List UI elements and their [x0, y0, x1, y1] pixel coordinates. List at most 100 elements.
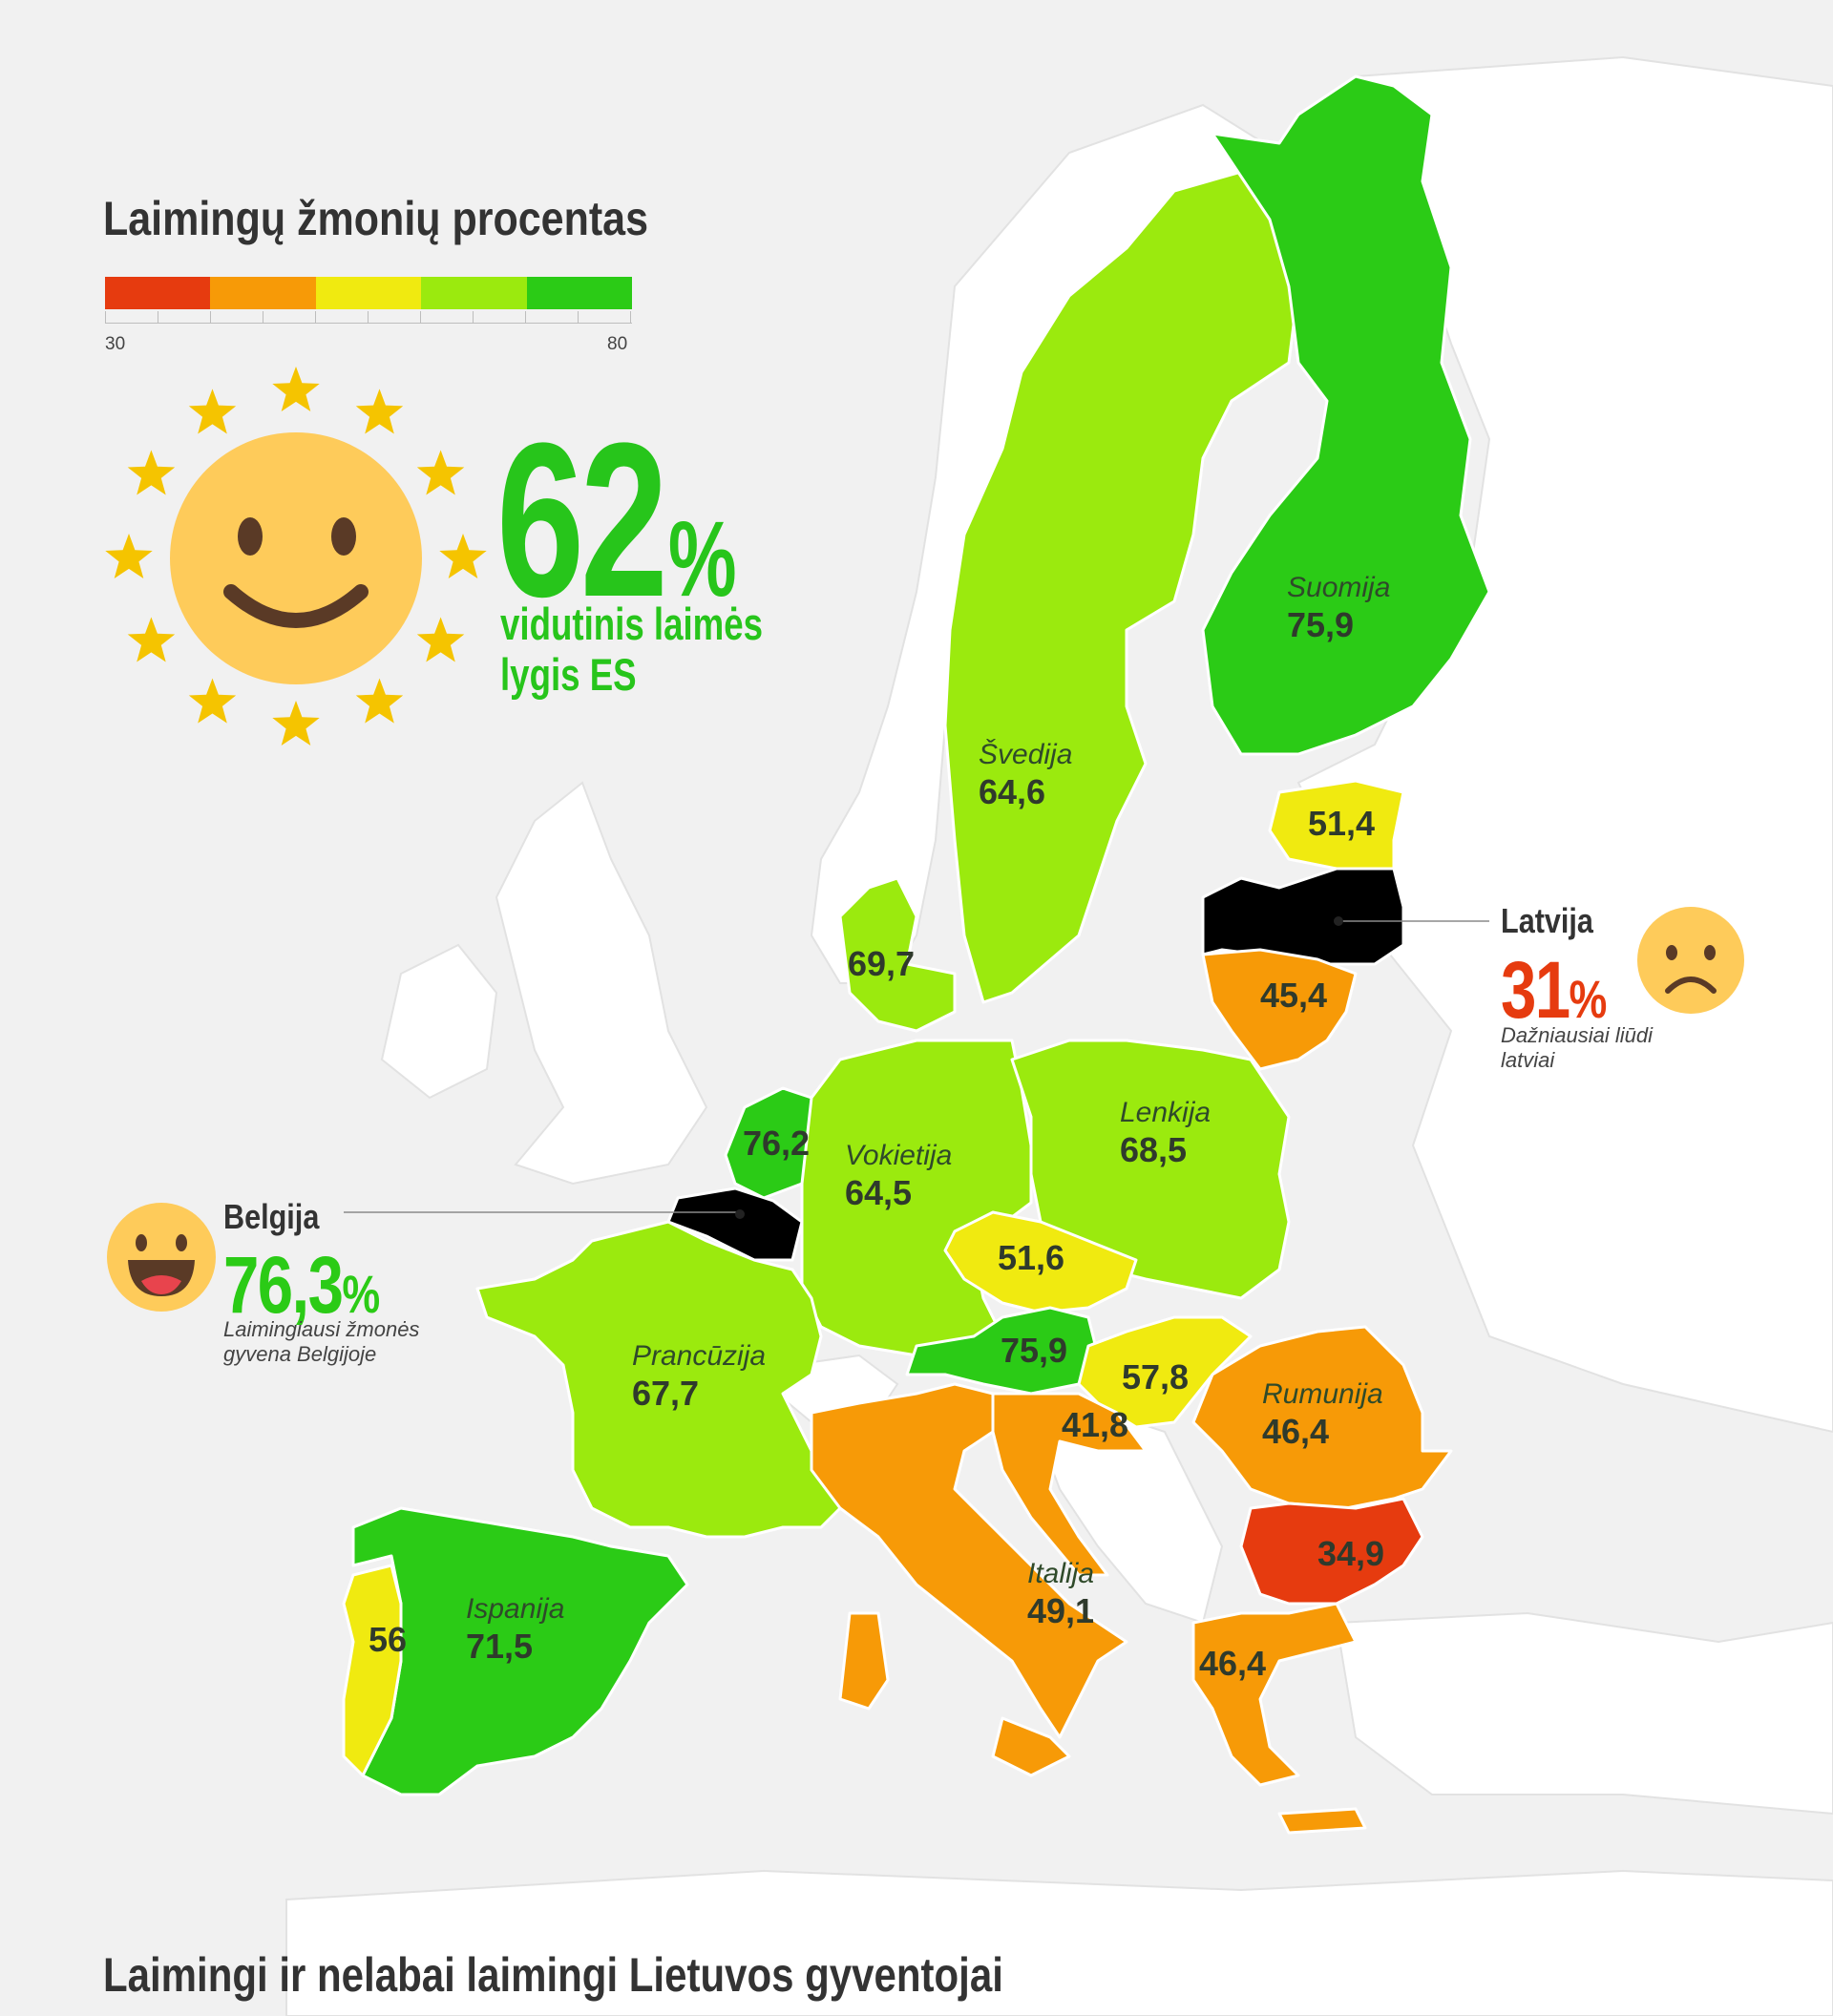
country-germany[interactable] — [800, 1039, 1033, 1357]
country-finland[interactable] — [1201, 74, 1491, 756]
country-name: Švedija — [979, 738, 1072, 770]
country-value: 57,8 — [1122, 1357, 1189, 1396]
eu-countries — [342, 74, 1491, 1835]
latvia-callout-value: 31% — [1501, 945, 1607, 1035]
star-icon — [127, 617, 176, 662]
country-croatia[interactable] — [991, 1392, 1148, 1577]
country-value: 76,2 — [743, 1124, 810, 1163]
country-value: 45,4 — [1260, 976, 1327, 1015]
country-value: 64,6 — [979, 772, 1045, 811]
country-value: 46,4 — [1199, 1644, 1266, 1683]
country-latvia[interactable] — [1201, 867, 1405, 966]
latvia-callout-name: Latvija — [1501, 901, 1593, 940]
country-value: 51,6 — [998, 1238, 1064, 1277]
country-label: 34,9 — [1317, 1534, 1384, 1573]
country-denmark[interactable] — [838, 876, 957, 1033]
latvia-marker — [1334, 916, 1343, 926]
legend-ticks — [105, 311, 632, 324]
country-name: Suomija — [1287, 572, 1390, 603]
country-name: Prancūzija — [632, 1340, 766, 1372]
belgium-callout-desc: Laimingiausi žmonės gyvena Belgijoje — [223, 1317, 420, 1367]
country-sweden[interactable] — [943, 151, 1300, 1004]
legend-min-label: 30 — [105, 334, 126, 354]
eu-average-value: 62% — [496, 397, 737, 642]
country-value: 41,8 — [1062, 1405, 1128, 1444]
country-portugal[interactable] — [342, 1564, 403, 1777]
star-icon — [416, 450, 465, 495]
country-romania[interactable] — [1191, 1325, 1453, 1510]
star-icon — [439, 534, 487, 578]
country-value: 49,1 — [1027, 1591, 1094, 1630]
eu-average-label: vidutinis laimės lygis ES — [500, 598, 764, 700]
legend-swatch — [210, 277, 316, 309]
country-greece[interactable] — [1191, 1602, 1367, 1835]
country-lithuania[interactable] — [1201, 948, 1358, 1071]
turkey-land — [1335, 1611, 1833, 1816]
star-icon — [127, 450, 176, 495]
country-france[interactable] — [475, 1220, 842, 1539]
country-label: 51,4 — [1308, 804, 1375, 843]
country-name: Rumunija — [1262, 1378, 1383, 1410]
country-value: 75,9 — [1001, 1331, 1067, 1370]
star-icon — [272, 367, 320, 411]
country-value: 71,5 — [466, 1627, 533, 1666]
country-label: 41,8 — [1062, 1405, 1128, 1444]
country-label: 76,2 — [743, 1124, 810, 1163]
country-value: 51,4 — [1308, 804, 1375, 843]
star-icon — [355, 678, 404, 724]
country-value: 34,9 — [1317, 1534, 1384, 1573]
latvia-callout-desc: Dažniausiai liūdi latviai — [1501, 1023, 1653, 1073]
star-icon — [416, 617, 465, 662]
star-icon — [188, 388, 237, 434]
legend-swatch — [105, 277, 211, 309]
belgium-callout-name: Belgija — [223, 1197, 320, 1236]
country-name: Ispanija — [466, 1593, 564, 1625]
country-bulgaria[interactable] — [1239, 1497, 1424, 1606]
legend-swatch — [526, 277, 633, 309]
country-label: 75,9 — [1001, 1331, 1067, 1370]
belgium-callout-value: 76,3% — [223, 1240, 380, 1330]
country-label: 51,6 — [998, 1238, 1064, 1277]
legend-swatch — [421, 277, 527, 309]
country-italy[interactable] — [810, 1382, 1128, 1777]
star-icon — [105, 534, 153, 578]
country-poland[interactable] — [1010, 1039, 1291, 1300]
country-value: 69,7 — [848, 944, 915, 983]
star-icon — [272, 701, 320, 746]
star-icon — [355, 388, 404, 434]
uk-land — [495, 781, 708, 1186]
country-value: 68,5 — [1120, 1130, 1187, 1169]
country-value: 75,9 — [1287, 605, 1354, 644]
country-label: 57,8 — [1122, 1357, 1189, 1396]
belgium-marker — [735, 1209, 745, 1219]
country-label: 46,4 — [1199, 1644, 1266, 1683]
country-austria[interactable] — [905, 1306, 1100, 1396]
country-name: Vokietija — [845, 1140, 952, 1171]
ireland-land — [380, 943, 498, 1100]
country-name: Italija — [1027, 1558, 1094, 1589]
legend-title: Laimingų žmonių procentas — [103, 192, 648, 245]
country-label: 45,4 — [1260, 976, 1327, 1015]
smiling-sun-icon — [105, 367, 487, 746]
legend-max-label: 80 — [607, 334, 628, 354]
country-czechia[interactable] — [943, 1210, 1138, 1314]
section-title: Laimingi ir nelabai laimingi Lietuvos gy… — [103, 1948, 1003, 2002]
country-name: Lenkija — [1120, 1097, 1211, 1128]
country-value: 46,4 — [1262, 1412, 1329, 1451]
country-value: 56 — [369, 1620, 407, 1659]
country-value: 64,5 — [845, 1173, 912, 1212]
country-label: 69,7 — [848, 944, 915, 983]
non-eu-land — [285, 55, 1833, 2016]
country-value: 67,7 — [632, 1374, 699, 1413]
star-icon — [188, 678, 237, 724]
